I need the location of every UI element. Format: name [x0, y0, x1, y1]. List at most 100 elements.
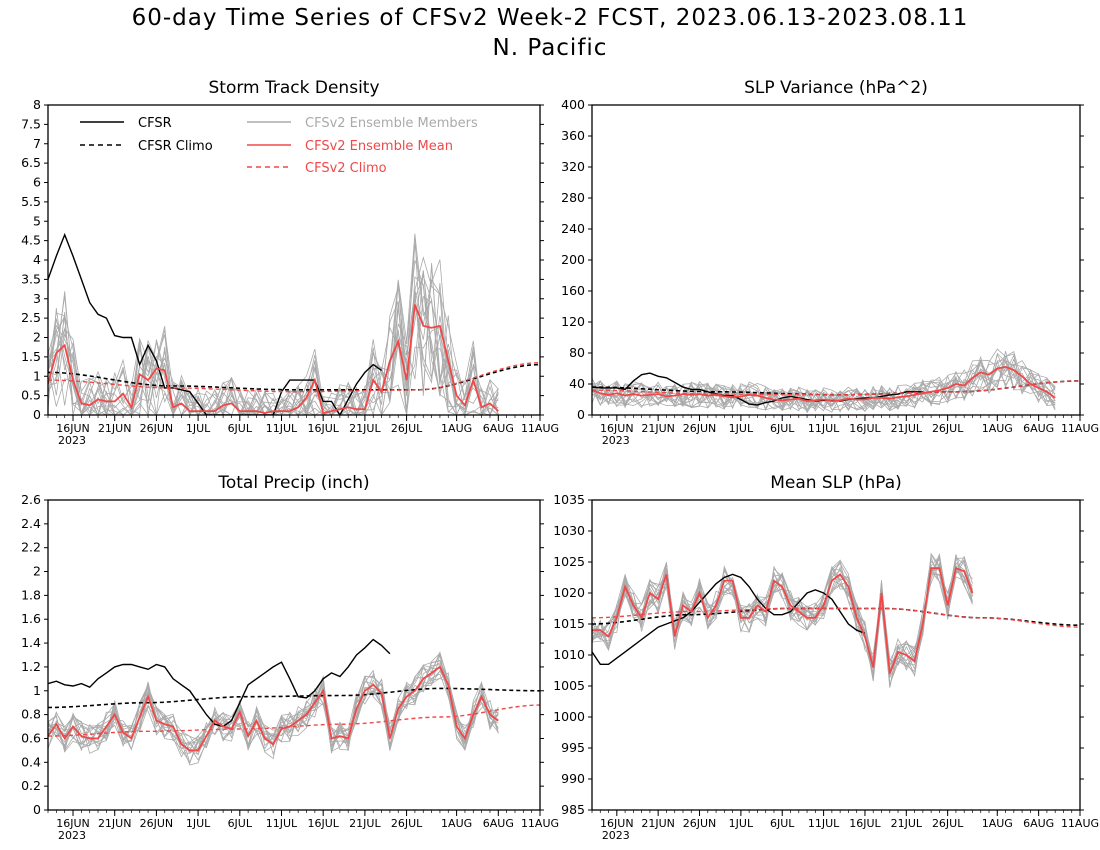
x-tick-label: 11AUG [521, 422, 559, 435]
main-title: 60-day Time Series of CFSv2 Week-2 FCST,… [131, 5, 969, 31]
y-tick-label: 985 [561, 802, 585, 817]
panel-title: SLP Variance (hPa^2) [744, 78, 928, 98]
ensemble-member-line [48, 256, 499, 415]
x-tick-label: 21JUN [98, 817, 132, 830]
y-tick-label: 1 [33, 683, 41, 698]
x-tick-label: 6JUL [228, 422, 253, 435]
ensemble-mean-line [48, 304, 499, 415]
x-tick-label: 16JUL [849, 422, 881, 435]
ensemble-member-line [592, 353, 1056, 411]
y-tick-label: 40 [569, 376, 585, 391]
plot-frame [47, 499, 541, 811]
ensemble-member-line [48, 673, 499, 758]
x-tick-label: 11AUG [1061, 422, 1099, 435]
ensemble-member-line [48, 233, 499, 415]
cfsr-line [48, 638, 391, 728]
panel-title: Storm Track Density [208, 78, 379, 98]
x-tick-label: 6JUL [770, 817, 795, 830]
x-tick-label: 1JUL [186, 817, 211, 830]
y-tick-label: 0.2 [21, 778, 41, 793]
cfsr-line [592, 573, 866, 665]
ensemble-member-line [592, 555, 973, 685]
x-tick-label: 6JUL [228, 817, 253, 830]
ensemble-member-line [48, 674, 499, 766]
y-tick-label: 2 [33, 564, 41, 579]
ensemble-member-line [592, 365, 1056, 411]
y-tick-label: 360 [561, 128, 585, 143]
plot-area [592, 348, 1080, 414]
x-year-label: 2023 [602, 434, 630, 447]
cfsv2-climo-line [48, 362, 540, 393]
y-tick-label: 1000 [553, 709, 585, 724]
x-tick-label: 11AUG [1061, 817, 1099, 830]
cfsv2-climo-line [592, 380, 1080, 396]
y-tick-label: 200 [561, 252, 585, 267]
y-tick-label: 4 [33, 252, 41, 267]
x-tick-label: 21JUL [349, 422, 381, 435]
y-tick-label: 120 [561, 314, 585, 329]
y-tick-label: 2.2 [21, 540, 41, 555]
y-tick-label: 0.6 [21, 730, 41, 745]
x-tick-label: 21JUL [891, 422, 923, 435]
legend: CFSR CFSR Climo CFSv2 Ensemble Members CFSv… [80, 116, 478, 176]
x-tick-label: 16JUN [56, 422, 90, 435]
x-tick-label: 16JUL [307, 817, 339, 830]
plot-area [48, 638, 540, 766]
y-tick-label: 1010 [553, 647, 585, 662]
y-tick-label: 990 [561, 771, 585, 786]
x-year-label: 2023 [58, 829, 86, 842]
ensemble-members [48, 651, 499, 766]
y-tick-label: 1030 [553, 523, 585, 538]
y-tick-label: 1.5 [21, 349, 41, 364]
x-tick-label: 26JUL [932, 817, 964, 830]
cfsr-line [592, 372, 923, 406]
x-tick-label: 26JUN [683, 817, 717, 830]
y-tick-label: 2.6 [21, 492, 41, 507]
x-tick-label: 16JUL [849, 817, 881, 830]
plot-frame [591, 499, 1081, 811]
x-tick-label: 16JUL [307, 422, 339, 435]
ensemble-member-line [592, 352, 1056, 410]
legend-ens-mean-label: CFSv2 Ensemble Mean [305, 139, 453, 154]
y-tick-label: 1.4 [21, 635, 41, 650]
y-tick-label: 7.5 [21, 116, 41, 131]
x-tick-label: 11JUL [808, 817, 840, 830]
y-tick-label: 1.2 [21, 659, 41, 674]
x-tick-label: 1AUG [441, 817, 472, 830]
ensemble-members [592, 552, 973, 688]
y-tick-label: 1.8 [21, 587, 41, 602]
x-tick-label: 26JUN [140, 422, 174, 435]
plot-area [592, 552, 1080, 688]
x-tick-label: 16JUN [56, 817, 90, 830]
x-tick-label: 1AUG [982, 422, 1013, 435]
x-tick-label: 26JUN [140, 817, 174, 830]
y-tick-label: 160 [561, 283, 585, 298]
x-tick-label: 11JUL [266, 817, 298, 830]
cfsr-line [48, 232, 382, 415]
y-tick-label: 6.5 [21, 155, 41, 170]
cfsv2-climo-line [48, 704, 540, 737]
x-tick-label: 21JUN [98, 422, 132, 435]
panel-storm-track-density: Storm Track Density 0 0.5 1 1.5 2 2.5 3 3.5 4 4.5 5… [21, 78, 559, 447]
legend-cfs-climo-label: CFSv2 Climo [305, 161, 387, 176]
legend-cfsr-climo-label: CFSR Climo [138, 139, 213, 154]
cfsr-climo-line [592, 607, 1080, 626]
x-year-label: 2023 [58, 434, 86, 447]
panel-slp-variance: SLP Variance (hPa^2) 0 40 80 120 160 200 240 280… [561, 78, 1099, 447]
ensemble-member-line [48, 270, 499, 415]
x-tick-label: 21JUN [641, 422, 675, 435]
y-tick-label: 240 [561, 221, 585, 236]
y-tick-label: 3 [33, 291, 41, 306]
y-tick-label: 0.4 [21, 754, 41, 769]
y-tick-label: 995 [561, 740, 585, 755]
cfsr-climo-line [48, 687, 540, 709]
ensemble-member-line [48, 652, 499, 753]
ensemble-member-line [48, 308, 499, 415]
x-tick-label: 21JUL [349, 817, 381, 830]
ensemble-member-line [48, 283, 499, 415]
y-tick-label: 0 [577, 407, 585, 422]
y-tick-label: 0.8 [21, 707, 41, 722]
ensemble-mean-line [592, 365, 1056, 403]
y-tick-label: 7 [33, 136, 41, 151]
